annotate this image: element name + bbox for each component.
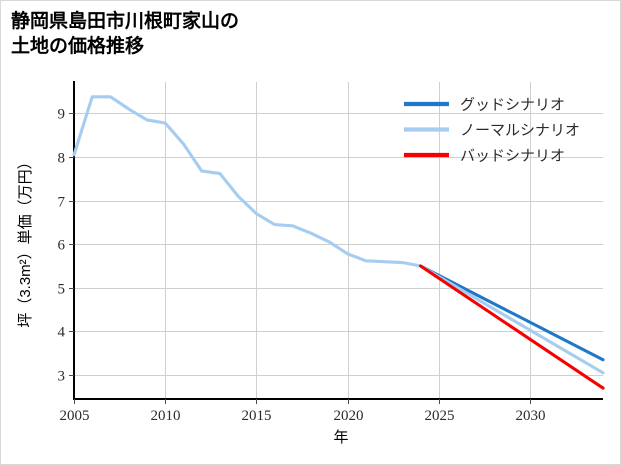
y-tick-label: 5 <box>58 282 66 298</box>
y-tick-label: 6 <box>58 238 66 254</box>
x-tick-label: 2020 <box>334 408 364 424</box>
x-axis-title: 年 <box>333 429 348 446</box>
x-tick-labels: 2005 2010 2015 2020 2025 2030 <box>60 408 546 424</box>
y-tick-labels: 3 4 5 6 7 8 9 <box>58 107 66 385</box>
data-series <box>72 95 605 390</box>
y-tick-label: 8 <box>58 151 66 167</box>
series-line <box>419 264 605 362</box>
y-axis-title: 坪（3.3m²）単価（万円） <box>17 154 34 327</box>
page-title: 静岡県島田市川根町家山の 土地の価格推移 <box>11 11 240 58</box>
x-tick-label: 2030 <box>516 408 546 424</box>
x-tick-label: 2010 <box>151 408 181 424</box>
y-tick-label: 9 <box>58 107 66 123</box>
y-tick-label: 3 <box>58 369 66 385</box>
tickmarks <box>69 113 531 404</box>
series-line <box>72 95 423 268</box>
y-tick-label: 7 <box>58 195 66 211</box>
y-tick-label: 4 <box>58 325 66 341</box>
legend-label: バッドシナリオ <box>460 149 565 165</box>
series-line <box>419 264 605 375</box>
x-tick-label: 2025 <box>425 408 455 424</box>
x-tick-label: 2005 <box>60 408 90 424</box>
axis-lines <box>72 81 603 401</box>
legend-label: ノーマルシナリオ <box>460 123 580 139</box>
legend-label: グッドシナリオ <box>460 97 565 114</box>
series-line <box>419 264 605 390</box>
x-tick-label: 2015 <box>242 408 272 424</box>
